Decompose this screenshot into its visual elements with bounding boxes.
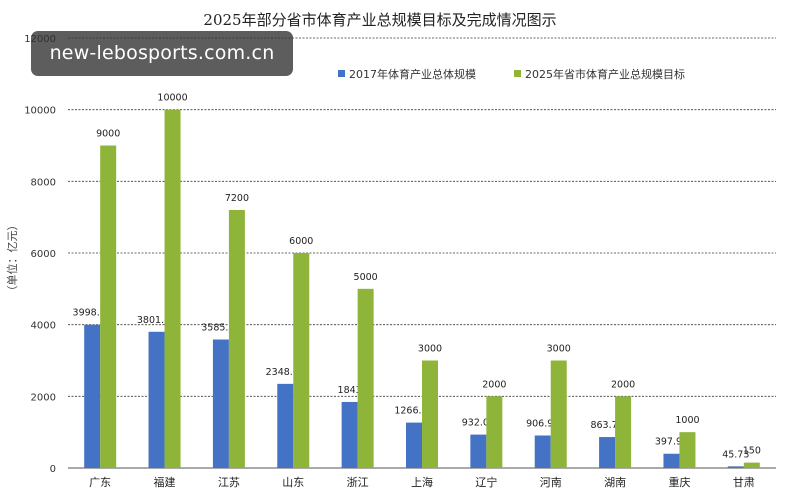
bar bbox=[277, 383, 294, 468]
bar bbox=[743, 462, 760, 468]
x-axis: 广东 福建 江苏 山东 浙江 上海 辽宁 河南 湖南 重庆 甘肃 bbox=[89, 475, 755, 489]
data-label: 7200 bbox=[225, 193, 249, 204]
bar bbox=[228, 210, 245, 468]
y-tick-label: 0 bbox=[50, 464, 56, 475]
data-label: 3000 bbox=[547, 344, 571, 355]
bar bbox=[100, 145, 117, 468]
x-tick-label: 重庆 bbox=[668, 475, 690, 489]
legend-swatch bbox=[338, 70, 345, 77]
x-tick-label: 浙江 bbox=[347, 476, 369, 489]
data-label: 932.09 bbox=[462, 418, 495, 429]
x-tick-label: 河南 bbox=[540, 476, 562, 489]
bar bbox=[148, 331, 165, 468]
y-tick-label: 8000 bbox=[31, 177, 56, 188]
legend-label: 2025年省市体育产业总规模目标 bbox=[525, 67, 685, 81]
bar bbox=[679, 432, 696, 468]
data-label: 3998.03 bbox=[73, 308, 112, 319]
chart-title: 2025年部分省市体育产业总规模目标及完成情况图示 bbox=[203, 11, 556, 29]
data-label: 2348.01 bbox=[266, 367, 305, 378]
data-label: 1000 bbox=[675, 415, 699, 426]
data-label: 863.74 bbox=[590, 420, 623, 431]
bar bbox=[727, 466, 744, 468]
bar bbox=[293, 253, 310, 468]
bars: 3998.03 9000 3801.41 10000 3585.64 7200 2348.0… bbox=[73, 93, 761, 469]
bar bbox=[470, 434, 487, 468]
data-label: 397.91 bbox=[655, 437, 688, 448]
x-tick-label: 辽宁 bbox=[475, 475, 497, 489]
bar bbox=[663, 453, 680, 468]
bar bbox=[534, 435, 551, 468]
bar bbox=[599, 437, 616, 468]
data-label: 10000 bbox=[157, 93, 187, 104]
data-label: 150 bbox=[743, 446, 761, 457]
data-label: 3801.41 bbox=[137, 315, 176, 326]
legend-label: 2017年体育产业总体规模 bbox=[349, 67, 476, 81]
data-label: 5000 bbox=[354, 272, 378, 283]
bar bbox=[84, 324, 101, 468]
data-label: 9000 bbox=[96, 129, 120, 140]
watermark: new-lebosports.com.cn bbox=[31, 31, 293, 76]
data-label: 3000 bbox=[418, 344, 442, 355]
data-label: 6000 bbox=[289, 236, 313, 247]
data-label: 2000 bbox=[611, 379, 635, 390]
x-tick-label: 上海 bbox=[411, 475, 433, 489]
bar bbox=[212, 339, 229, 468]
x-tick-label: 福建 bbox=[154, 475, 176, 489]
data-label: 2000 bbox=[482, 379, 506, 390]
x-tick-label: 广东 bbox=[89, 476, 111, 489]
legend: 2017年体育产业总体规模 2025年省市体育产业总规模目标 bbox=[338, 67, 685, 81]
y-tick-label: 6000 bbox=[31, 249, 56, 260]
y-axis-label: （单位：亿元） bbox=[5, 220, 19, 297]
bar bbox=[406, 422, 422, 468]
bar bbox=[164, 109, 181, 469]
x-tick-label: 湖南 bbox=[604, 476, 626, 489]
data-label: 1843 bbox=[338, 385, 362, 396]
x-tick-label: 甘肃 bbox=[733, 476, 755, 489]
bar bbox=[550, 360, 567, 468]
x-tick-label: 江苏 bbox=[218, 476, 240, 489]
data-label: 1266.93 bbox=[394, 406, 433, 417]
bar bbox=[341, 401, 358, 468]
y-axis: 020004000600080001000012000 bbox=[24, 34, 56, 475]
bar bbox=[422, 360, 438, 468]
y-tick-label: 4000 bbox=[31, 321, 56, 332]
legend-swatch bbox=[514, 70, 521, 77]
bar bbox=[486, 396, 503, 468]
data-label: 906.99 bbox=[526, 418, 559, 429]
x-tick-label: 山东 bbox=[282, 476, 304, 489]
y-tick-label: 2000 bbox=[31, 392, 56, 403]
bar bbox=[615, 396, 632, 468]
data-label: 45.73 bbox=[722, 449, 749, 460]
y-tick-label: 10000 bbox=[24, 106, 56, 117]
bar bbox=[357, 288, 374, 468]
data-label: 3585.64 bbox=[201, 323, 240, 334]
